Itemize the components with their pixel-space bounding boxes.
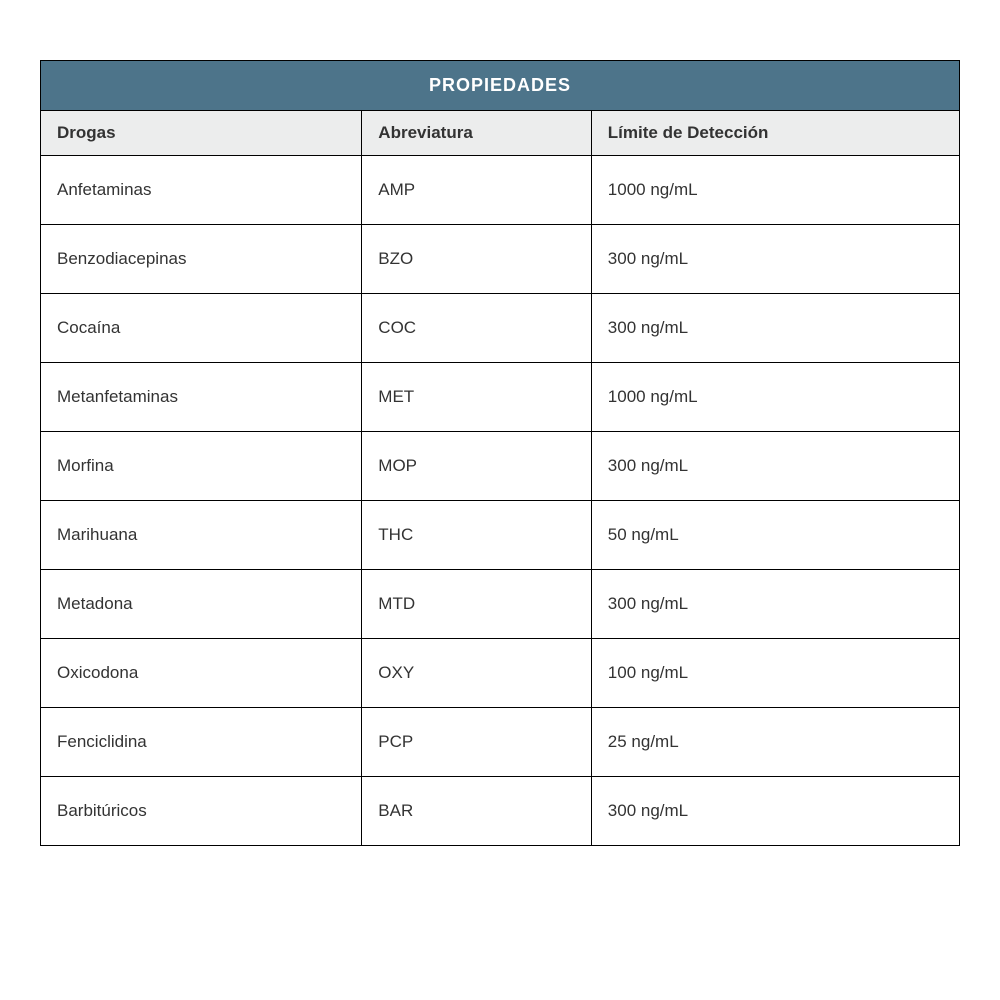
cell-abbr: BAR [362,777,592,845]
cell-drug: Metadona [41,570,362,638]
table-row: Metanfetaminas MET 1000 ng/mL [41,363,959,432]
table-row: Anfetaminas AMP 1000 ng/mL [41,156,959,225]
table-row: Marihuana THC 50 ng/mL [41,501,959,570]
cell-limit: 300 ng/mL [592,432,959,500]
table-row: Morfina MOP 300 ng/mL [41,432,959,501]
cell-limit: 1000 ng/mL [592,156,959,224]
table-row: Barbitúricos BAR 300 ng/mL [41,777,959,845]
cell-drug: Morfina [41,432,362,500]
cell-limit: 300 ng/mL [592,225,959,293]
cell-drug: Benzodiacepinas [41,225,362,293]
column-header-abreviatura: Abreviatura [362,111,592,155]
cell-abbr: MET [362,363,592,431]
cell-limit: 100 ng/mL [592,639,959,707]
cell-limit: 25 ng/mL [592,708,959,776]
cell-limit: 300 ng/mL [592,570,959,638]
table-row: Cocaína COC 300 ng/mL [41,294,959,363]
cell-abbr: COC [362,294,592,362]
cell-limit: 300 ng/mL [592,777,959,845]
table-row: Oxicodona OXY 100 ng/mL [41,639,959,708]
cell-drug: Fenciclidina [41,708,362,776]
cell-drug: Marihuana [41,501,362,569]
column-header-drogas: Drogas [41,111,362,155]
cell-drug: Barbitúricos [41,777,362,845]
cell-drug: Oxicodona [41,639,362,707]
table-title: PROPIEDADES [41,61,959,111]
table-header-row: Drogas Abreviatura Límite de Detección [41,111,959,156]
cell-drug: Anfetaminas [41,156,362,224]
cell-drug: Cocaína [41,294,362,362]
table-row: Metadona MTD 300 ng/mL [41,570,959,639]
cell-abbr: PCP [362,708,592,776]
table-row: Fenciclidina PCP 25 ng/mL [41,708,959,777]
cell-abbr: MOP [362,432,592,500]
column-header-limite: Límite de Detección [592,111,959,155]
cell-limit: 50 ng/mL [592,501,959,569]
properties-table: PROPIEDADES Drogas Abreviatura Límite de… [40,60,960,846]
cell-limit: 300 ng/mL [592,294,959,362]
cell-abbr: AMP [362,156,592,224]
table-row: Benzodiacepinas BZO 300 ng/mL [41,225,959,294]
cell-drug: Metanfetaminas [41,363,362,431]
cell-limit: 1000 ng/mL [592,363,959,431]
cell-abbr: BZO [362,225,592,293]
cell-abbr: MTD [362,570,592,638]
cell-abbr: OXY [362,639,592,707]
cell-abbr: THC [362,501,592,569]
